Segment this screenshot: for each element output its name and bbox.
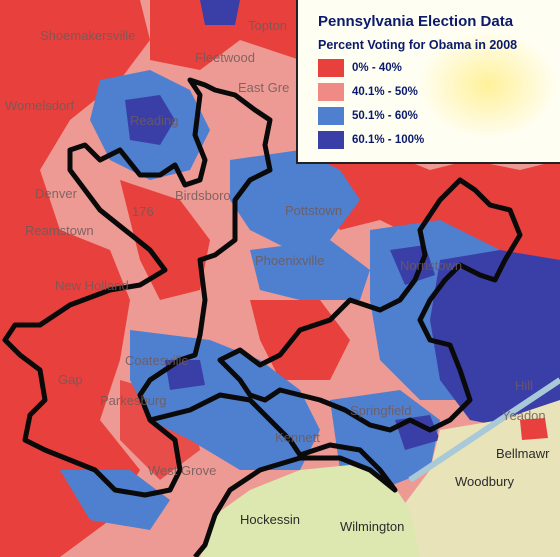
- place-label: New Holland: [55, 278, 129, 293]
- legend-item-label: 50.1% - 60%: [352, 110, 418, 122]
- map-legend: Pennsylvania Election Data Percent Votin…: [296, 0, 560, 164]
- place-label: Pottstown: [285, 203, 342, 218]
- place-label: Yeadon: [502, 408, 546, 423]
- darkblue-area-philadelphia: [430, 250, 560, 440]
- legend-item-label: 0% - 40%: [352, 62, 402, 74]
- district-boundary-west: [2, 77, 273, 498]
- district-boundary-east: [217, 177, 523, 433]
- legend-title: Pennsylvania Election Data: [318, 13, 514, 30]
- legend-subtitle: Percent Voting for Obama in 2008: [318, 38, 518, 52]
- basemap-delaware: [200, 465, 420, 557]
- place-label: Wilmington: [340, 519, 404, 534]
- district-boundary-south: [149, 392, 398, 557]
- place-label: Hockessin: [240, 512, 300, 527]
- place-label: Denver: [35, 186, 78, 201]
- red-area-west: [0, 0, 150, 557]
- legend-swatch: [318, 107, 344, 125]
- legend-swatch: [318, 131, 344, 149]
- place-label: Gap: [58, 372, 83, 387]
- place-label: Reamstown: [25, 223, 94, 238]
- darkblue-area-reading: [125, 95, 175, 145]
- place-label: Birdsboro: [175, 188, 231, 203]
- place-label: Topton: [248, 18, 287, 33]
- basemap-new-jersey: [380, 400, 560, 557]
- place-label: Kennett: [275, 430, 320, 445]
- delaware-river: [408, 377, 560, 483]
- legend-item-50-60: 50.1% - 60%: [318, 106, 418, 126]
- place-label: Hill: [515, 378, 533, 393]
- darkblue-area-coatesville: [165, 360, 205, 390]
- place-label: Springfield: [350, 403, 411, 418]
- legend-item-60-100: 60.1% - 100%: [318, 130, 424, 150]
- blue-area-phoenixville: [250, 240, 370, 300]
- legend-item-40-50: 40.1% - 50%: [318, 82, 418, 102]
- place-label: Parkesburg: [100, 393, 166, 408]
- red-area-center: [120, 180, 210, 300]
- place-label: Womelsdorf: [5, 98, 75, 113]
- place-label: Woodbury: [455, 474, 515, 489]
- legend-swatch: [318, 59, 344, 77]
- legend-glow: [418, 30, 558, 140]
- red-area-north: [150, 0, 300, 70]
- place-label: Norristown: [400, 258, 462, 273]
- place-label: Fleetwood: [195, 50, 255, 65]
- legend-item-label: 60.1% - 100%: [352, 134, 425, 146]
- red-spot-east: [520, 418, 548, 440]
- place-label: Shoemakersville: [40, 28, 135, 43]
- place-label: Bellmawr: [496, 446, 550, 461]
- darkblue-area-north: [200, 0, 240, 25]
- legend-swatch: [318, 83, 344, 101]
- legend-item-0-40: 0% - 40%: [318, 58, 402, 78]
- place-label: 176: [132, 204, 154, 219]
- place-label: Phoenixville: [255, 253, 324, 268]
- blue-area-west-grove: [60, 470, 170, 530]
- legend-item-label: 40.1% - 50%: [352, 86, 418, 98]
- place-label: East Gre: [238, 80, 289, 95]
- place-label: Coatesville: [125, 353, 189, 368]
- place-label: West Grove: [148, 463, 216, 478]
- place-label: Reading: [130, 113, 178, 128]
